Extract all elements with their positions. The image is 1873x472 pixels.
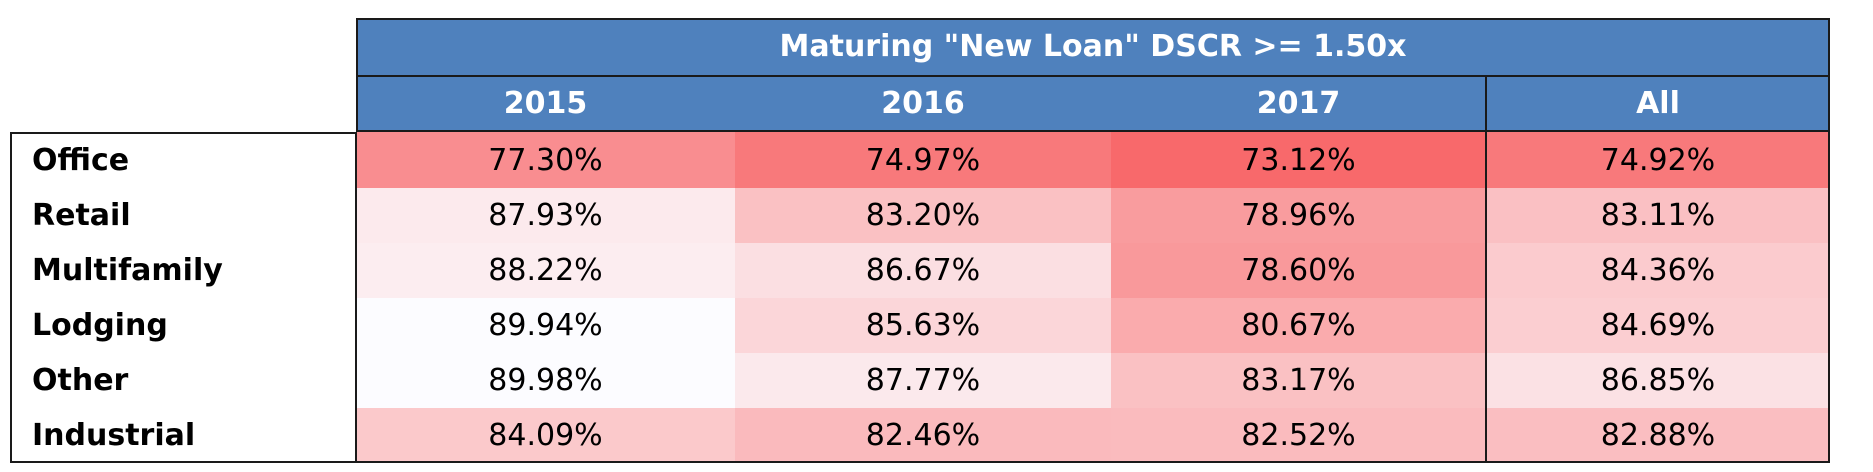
border-line — [356, 18, 1830, 20]
border-line — [356, 130, 1830, 132]
heat-cell: 78.96% — [1111, 188, 1486, 243]
heat-cell: 87.77% — [735, 353, 1111, 408]
heat-cell: 85.63% — [735, 298, 1111, 353]
heat-cell: 82.52% — [1111, 408, 1486, 463]
heat-cell: 84.36% — [1486, 243, 1830, 298]
heat-cell: 83.20% — [735, 188, 1111, 243]
heat-cell: 74.97% — [735, 132, 1111, 188]
row-label: Retail — [32, 198, 131, 233]
row-label: Other — [32, 363, 129, 398]
heat-cell: 77.30% — [356, 132, 735, 188]
heat-cell: 84.69% — [1486, 298, 1830, 353]
row-label: Office — [32, 142, 130, 178]
heat-cell: 73.12% — [1111, 132, 1486, 188]
heat-cell: 80.67% — [1111, 298, 1486, 353]
column-header: All — [1486, 75, 1830, 132]
column-header: 2016 — [735, 75, 1111, 132]
border-line — [355, 132, 357, 463]
heat-cell: 82.88% — [1486, 408, 1830, 463]
chart-title: Maturing "New Loan" DSCR >= 1.50x — [356, 18, 1830, 75]
heat-cell: 89.98% — [356, 353, 735, 408]
heat-cell: 84.09% — [356, 408, 735, 463]
border-line — [1828, 18, 1830, 463]
row-label: Industrial — [32, 418, 196, 453]
column-header: 2015 — [356, 75, 735, 132]
heat-cell: 89.94% — [356, 298, 735, 353]
heat-cell: 83.11% — [1486, 188, 1830, 243]
heat-cell: 86.85% — [1486, 353, 1830, 408]
row-label: Multifamily — [32, 253, 223, 288]
border-line — [1485, 75, 1487, 463]
border-line — [356, 75, 1830, 77]
border-line — [10, 132, 12, 463]
heat-cell: 83.17% — [1111, 353, 1486, 408]
row-label: Lodging — [32, 308, 168, 343]
column-header: 2017 — [1111, 75, 1486, 132]
border-line — [10, 132, 356, 134]
heat-cell: 87.93% — [356, 188, 735, 243]
heat-cell: 86.67% — [735, 243, 1111, 298]
heat-cell: 74.92% — [1486, 132, 1830, 188]
heat-cell: 78.60% — [1111, 243, 1486, 298]
border-line — [10, 461, 1830, 463]
heatmap-table: Maturing "New Loan" DSCR >= 1.50x 2015 201… — [0, 0, 1830, 463]
heat-cell: 88.22% — [356, 243, 735, 298]
heat-cell: 82.46% — [735, 408, 1111, 463]
